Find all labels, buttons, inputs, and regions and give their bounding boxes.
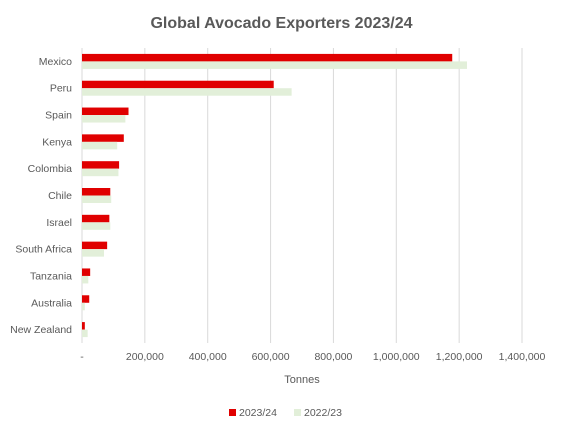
bar-series-1	[82, 188, 111, 196]
bar-series-1	[82, 295, 90, 303]
bar-series-2	[82, 195, 112, 203]
x-tick-label: 800,000	[314, 351, 352, 363]
bar-series-1	[82, 268, 91, 276]
x-tick-label: 1,400,000	[499, 351, 546, 363]
legend-label: 2023/24	[239, 407, 277, 419]
bar-series-1	[82, 80, 274, 89]
bar-series-2	[82, 141, 118, 150]
bars	[82, 53, 467, 338]
bar-series-1	[82, 134, 124, 142]
bar-series-1	[82, 107, 129, 116]
bar-series-2	[82, 61, 467, 69]
category-label: Kenya	[42, 136, 72, 148]
bar-series-2	[82, 88, 292, 96]
bar-series-1	[82, 241, 108, 250]
category-label: Australia	[31, 297, 72, 309]
category-label: New Zealand	[10, 324, 72, 336]
bar-series-1	[82, 161, 120, 169]
bar-series-2	[82, 115, 126, 123]
legend-swatch	[229, 409, 236, 416]
chart-title: Global Avocado Exporters 2023/24	[150, 15, 412, 32]
x-tick-label: 400,000	[189, 351, 227, 363]
category-label: Tanzania	[30, 270, 72, 282]
category-label: Chile	[48, 190, 72, 202]
legend-label: 2022/23	[304, 407, 342, 419]
category-label: Israel	[46, 217, 72, 229]
x-tick-label: 1,000,000	[373, 351, 420, 363]
bar-series-1	[82, 322, 85, 330]
bar-series-2	[82, 302, 85, 311]
x-tick-label: -	[80, 351, 84, 363]
category-label: Mexico	[39, 56, 72, 68]
category-labels: Mexico Peru Spain Kenya Colombia Chile Israel S…	[10, 56, 72, 336]
gridlines	[81, 48, 523, 343]
bar-series-2	[82, 222, 111, 230]
bar-series-2	[82, 168, 119, 177]
bar-series-2	[82, 275, 89, 284]
x-tick-label: 1,200,000	[436, 351, 483, 363]
category-label: Peru	[50, 83, 72, 95]
category-label: South Africa	[15, 244, 72, 256]
x-tick-label: 200,000	[126, 351, 164, 363]
bar-series-2	[82, 329, 88, 338]
x-tick-labels: - 200,000 400,000 600,000 800,000 1,000,000 1,…	[80, 351, 545, 363]
category-label: Colombia	[28, 163, 73, 175]
legend: 2023/24 2022/23	[229, 407, 342, 419]
bar-series-2	[82, 249, 104, 257]
legend-swatch	[294, 409, 301, 416]
x-tick-label: 600,000	[252, 351, 290, 363]
category-label: Spain	[45, 110, 72, 122]
x-axis-title: Tonnes	[284, 374, 320, 386]
bar-series-1	[82, 214, 110, 223]
bar-series-1	[82, 53, 453, 62]
